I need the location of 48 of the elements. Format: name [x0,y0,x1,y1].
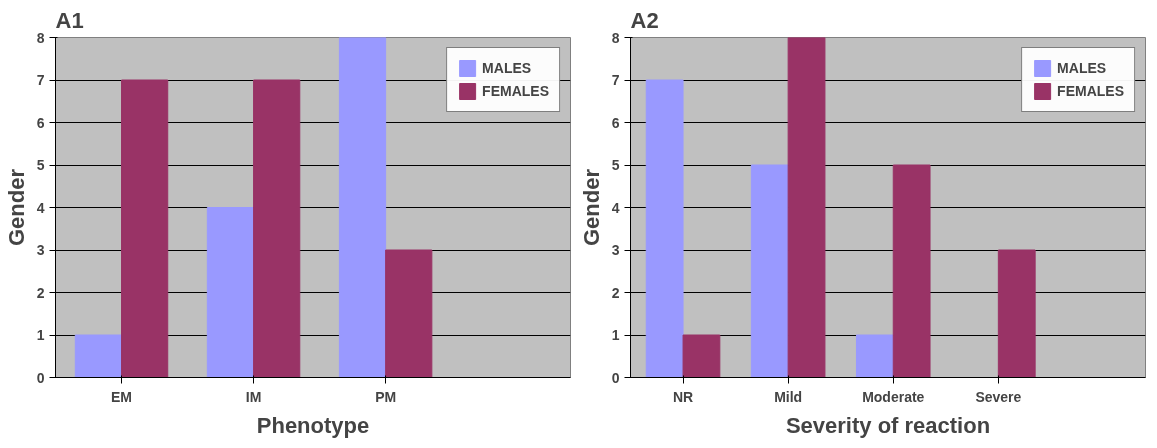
y-tick-label: 8 [36,29,45,46]
y-tick-label: 0 [611,369,620,386]
bar [74,334,123,378]
bar [385,249,433,378]
x-tick-label: EM [111,388,133,405]
y-tick-label: 4 [611,199,620,216]
bar [253,79,301,378]
legend-label: MALES [482,60,532,76]
y-tick-label: 2 [611,284,620,301]
chart-title: A2 [630,7,659,33]
x-tick-label: NR [672,388,694,405]
y-tick-label: 6 [36,114,45,131]
y-tick-label: 5 [611,157,620,173]
bar [682,334,721,378]
bar [206,207,255,378]
x-tick-label: Severe [975,388,1022,405]
bar [787,37,826,378]
y-tick-label: 1 [611,327,620,343]
bar [121,79,169,378]
y-tick-label: 7 [36,72,45,88]
y-tick-label: 3 [611,242,620,258]
y-axis-title: Gender [3,168,29,247]
x-tick-label: PM [375,388,397,405]
bar [997,249,1036,378]
y-axis-title: Gender [578,168,604,247]
legend-label: MALES [1057,60,1107,76]
bar [645,79,684,378]
x-tick-label: IM [245,388,262,405]
y-tick-label: 0 [36,369,45,386]
x-tick-label: Mild [774,388,803,405]
y-tick-label: 7 [611,72,620,88]
bar [338,37,387,378]
x-axis-title: Phenotype [256,412,370,438]
bar [855,334,894,378]
y-tick-label: 1 [36,327,45,343]
legend-label: FEMALES [482,83,549,99]
bar [750,164,789,378]
y-tick-label: 8 [611,29,620,46]
bar [892,164,931,378]
y-tick-label: 5 [36,157,45,173]
y-tick-label: 4 [36,199,45,216]
legend-label: FEMALES [1057,83,1124,99]
y-tick-label: 2 [36,284,45,301]
x-axis-title: Severity of reaction [785,412,991,438]
chart-title: A1 [55,7,84,33]
y-tick-label: 3 [36,242,45,258]
y-tick-label: 6 [611,114,620,131]
x-tick-label: Moderate [862,388,925,405]
